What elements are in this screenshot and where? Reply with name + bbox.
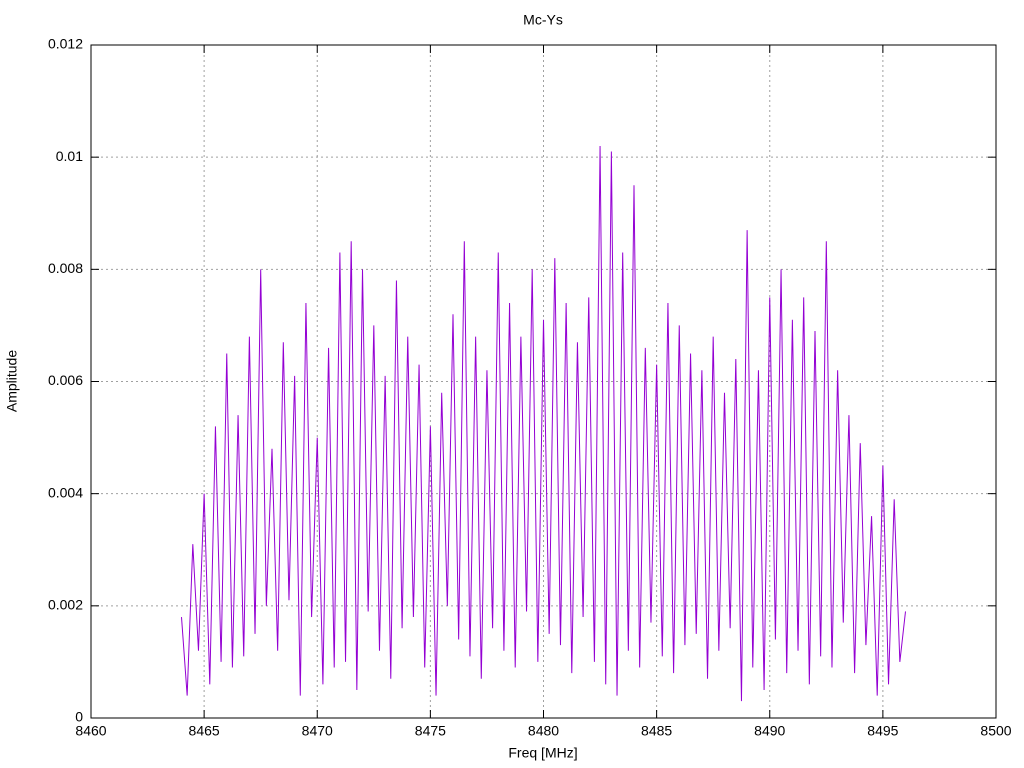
y-tick-label: 0 — [75, 709, 83, 725]
x-tick-label: 8475 — [415, 723, 446, 739]
x-tick-label: 8460 — [75, 723, 106, 739]
y-tick-label: 0.008 — [48, 260, 83, 276]
y-tick-label: 0.004 — [48, 484, 83, 500]
y-tick-label: 0.012 — [48, 36, 83, 52]
data-line — [181, 145, 906, 702]
x-tick-label: 8490 — [754, 723, 785, 739]
x-tick-label: 8470 — [302, 723, 333, 739]
chart-title: Mc-Ys — [523, 12, 563, 28]
y-tick-label: 0.006 — [48, 372, 83, 388]
x-tick-label: 8485 — [641, 723, 672, 739]
x-tick-label: 8500 — [980, 723, 1011, 739]
x-tick-label: 8480 — [528, 723, 559, 739]
grid — [90, 44, 997, 719]
x-tick-label: 8495 — [867, 723, 898, 739]
y-tick-label: 0.01 — [56, 148, 83, 164]
x-axis-label: Freq [MHz] — [508, 745, 577, 761]
y-axis-label: Amplitude — [4, 350, 20, 412]
x-tick-label: 8465 — [189, 723, 220, 739]
plot — [181, 145, 906, 702]
y-tick-label: 0.002 — [48, 597, 83, 613]
